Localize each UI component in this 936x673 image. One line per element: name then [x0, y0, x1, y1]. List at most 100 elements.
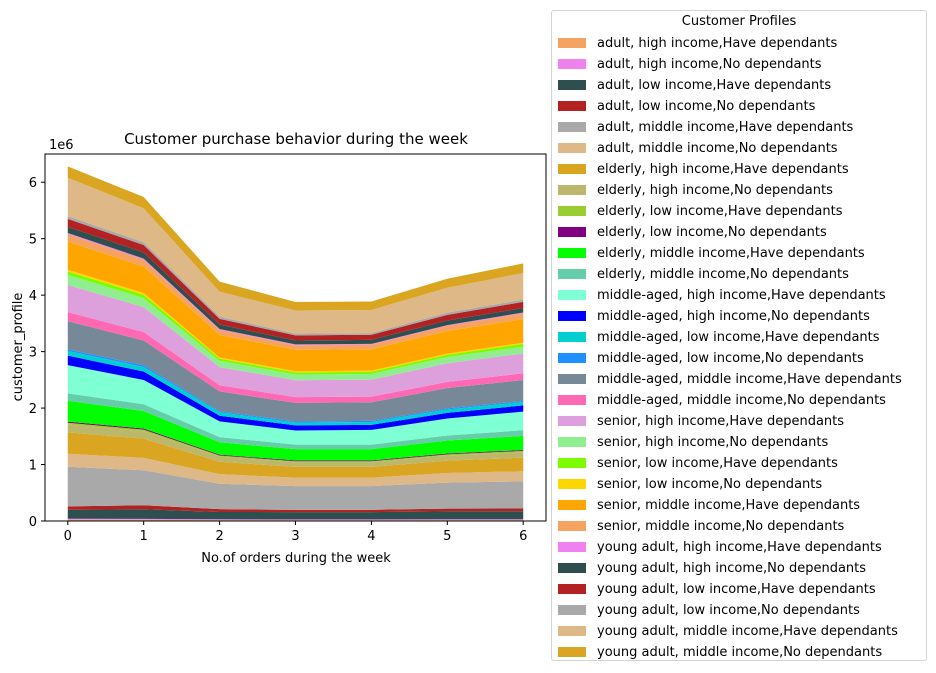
legend-label: middle-aged, high income,No dependants	[597, 308, 870, 324]
legend-swatch	[558, 269, 586, 279]
x-axis-ticks: 0 1 2 3 4 5 6	[64, 521, 527, 544]
legend-item: middle-aged, middle income,Have dependan…	[558, 370, 902, 388]
legend-label: senior, low income,No dependants	[597, 476, 823, 492]
legend-item: middle-aged, low income,No dependants	[558, 349, 864, 367]
legend-item: adult, low income,No dependants	[558, 97, 815, 115]
x-axis-label: No.of orders during the week	[201, 551, 391, 566]
legend-swatch	[558, 38, 586, 48]
legend-swatch	[558, 542, 586, 552]
legend-label: senior, high income,Have dependants	[597, 413, 845, 429]
legend-item: elderly, low income,Have dependants	[558, 202, 842, 220]
legend-label: adult, high income,Have dependants	[597, 35, 838, 51]
legend-item: elderly, low income,No dependants	[558, 223, 827, 241]
legend-swatch	[558, 122, 586, 132]
legend-label: young adult, middle income,Have dependan…	[597, 623, 898, 639]
area-series-8	[67, 424, 524, 467]
legend-item: elderly, middle income,No dependants	[558, 265, 849, 283]
legend-item: elderly, high income,Have dependants	[558, 160, 849, 178]
legend-item: senior, low income,No dependants	[558, 475, 822, 493]
legend-swatch	[558, 521, 586, 531]
legend-item: senior, high income,Have dependants	[558, 412, 844, 430]
legend-label: middle-aged, high income,Have dependants	[597, 287, 886, 303]
legend-item: adult, high income,No dependants	[558, 55, 822, 73]
legend-swatch	[558, 500, 586, 510]
legend-item: young adult, middle income,No dependants	[558, 643, 882, 661]
legend-label: middle-aged, middle income,Have dependan…	[597, 371, 902, 387]
legend-label: elderly, low income,No dependants	[597, 224, 827, 240]
x-tick-label: 6	[519, 529, 527, 544]
legend-item: young adult, high income,Have dependants	[558, 538, 882, 556]
legend-label: young adult, high income,Have dependants	[597, 539, 882, 555]
legend-label: senior, middle income,Have dependants	[597, 497, 861, 513]
legend-item: adult, high income,Have dependants	[558, 34, 837, 52]
legend-label: senior, high income,No dependants	[597, 434, 829, 450]
legend-swatch	[558, 101, 586, 111]
y-axis-ticks: 0 1 2 3 4 5 6	[29, 176, 45, 530]
x-tick-label: 2	[215, 529, 223, 544]
area-series-7	[67, 432, 524, 478]
legend-item: young adult, middle income,Have dependan…	[558, 622, 898, 640]
y-axis-offset-label: 1e6	[49, 138, 74, 153]
area-series-group	[67, 166, 524, 521]
area-series-6	[67, 453, 524, 487]
legend-label: middle-aged, low income,Have dependants	[597, 329, 880, 345]
y-tick-label: 4	[29, 289, 37, 304]
legend-label: young adult, high income,No dependants	[597, 560, 867, 576]
area-series-4	[67, 505, 524, 513]
legend-label: young adult, low income,No dependants	[597, 602, 860, 618]
x-tick-label: 0	[64, 529, 72, 544]
y-tick-label: 6	[29, 176, 37, 191]
legend-item: elderly, middle income,Have dependants	[558, 244, 865, 262]
chart-title: Customer purchase behavior during the we…	[124, 130, 468, 148]
legend-item: young adult, low income,No dependants	[558, 601, 860, 619]
legend-label: adult, middle income,Have dependants	[597, 119, 854, 135]
legend-label: senior, low income,Have dependants	[597, 455, 838, 471]
y-axis-label: customer_profile	[11, 293, 26, 402]
legend-swatch	[558, 332, 586, 342]
legend-item: middle-aged, high income,Have dependants	[558, 286, 886, 304]
legend-label: adult, low income,No dependants	[597, 98, 816, 114]
legend-swatch	[558, 563, 586, 573]
legend-item: adult, low income,Have dependants	[558, 76, 831, 94]
legend-swatch	[558, 227, 586, 237]
y-tick-label: 1	[29, 459, 37, 474]
legend-item: elderly, high income,No dependants	[558, 181, 833, 199]
area-series-17	[67, 321, 524, 422]
legend-label: adult, middle income,No dependants	[597, 140, 838, 156]
legend-label: elderly, high income,No dependants	[597, 182, 833, 198]
legend-item: senior, low income,Have dependants	[558, 454, 838, 472]
legend-item: adult, middle income,Have dependants	[558, 118, 853, 136]
legend-swatch	[558, 458, 586, 468]
legend-item: senior, middle income,No dependants	[558, 517, 844, 535]
legend-swatch	[558, 647, 586, 657]
legend-item: senior, high income,No dependants	[558, 433, 828, 451]
y-tick-label: 5	[29, 233, 37, 248]
legend-swatch	[558, 143, 586, 153]
legend-swatch	[558, 479, 586, 489]
legend-item: middle-aged, high income,No dependants	[558, 307, 870, 325]
legend-swatch	[558, 80, 586, 90]
legend-label: elderly, middle income,No dependants	[597, 266, 849, 282]
legend-swatch	[558, 185, 586, 195]
legend-swatch	[558, 290, 586, 300]
area-series-3	[67, 509, 524, 520]
legend-label: senior, middle income,No dependants	[597, 518, 845, 534]
legend-item: senior, middle income,Have dependants	[558, 496, 860, 514]
legend-label: young adult, middle income,No dependants	[597, 644, 883, 660]
legend-label: middle-aged, low income,No dependants	[597, 350, 864, 366]
legend-swatch	[558, 311, 586, 321]
area-series-19	[67, 284, 524, 398]
legend-title: Customer Profiles	[681, 14, 797, 29]
legend-swatch	[558, 437, 586, 447]
legend-swatch	[558, 605, 586, 615]
legend-label: middle-aged, middle income,No dependants	[597, 392, 886, 408]
legend-item: adult, middle income,No dependants	[558, 139, 838, 157]
area-series-5	[67, 466, 524, 510]
legend-label: young adult, low income,Have dependants	[597, 581, 876, 597]
area-series-29	[67, 177, 524, 334]
x-tick-label: 3	[291, 529, 299, 544]
legend-swatch	[558, 164, 586, 174]
x-tick-label: 1	[140, 529, 148, 544]
legend-swatch	[558, 626, 586, 636]
